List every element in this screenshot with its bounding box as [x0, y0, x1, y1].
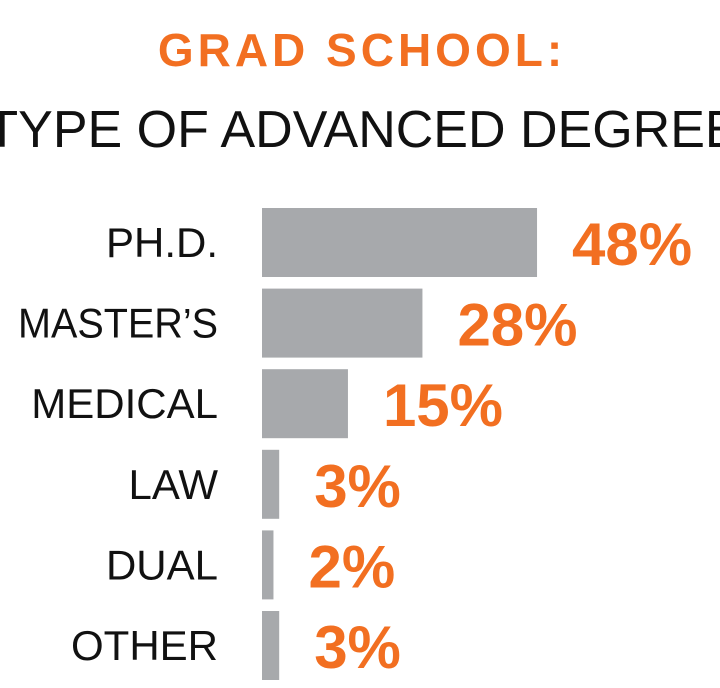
value-label: 28% — [457, 292, 577, 359]
category-label: MASTER’S — [18, 300, 218, 347]
bar — [262, 449, 280, 519]
bar — [262, 208, 538, 277]
value-label: 3% — [314, 453, 401, 520]
category-label: PH.D. — [106, 219, 218, 266]
chart-subtitle: TYPE OF ADVANCED DEGREE — [0, 101, 720, 159]
bar — [262, 530, 274, 600]
bar — [262, 288, 423, 358]
value-label: 2% — [308, 533, 395, 600]
value-label: 15% — [383, 372, 503, 439]
value-label: 48% — [572, 211, 692, 278]
category-label: MEDICAL — [31, 380, 218, 427]
category-label: OTHER — [71, 622, 218, 669]
category-label: LAW — [129, 461, 219, 508]
category-label: DUAL — [106, 541, 218, 588]
value-label: 3% — [314, 614, 401, 681]
chart-title: GRAD SCHOOL: — [158, 24, 566, 76]
bar — [262, 369, 348, 439]
bar — [262, 611, 280, 680]
